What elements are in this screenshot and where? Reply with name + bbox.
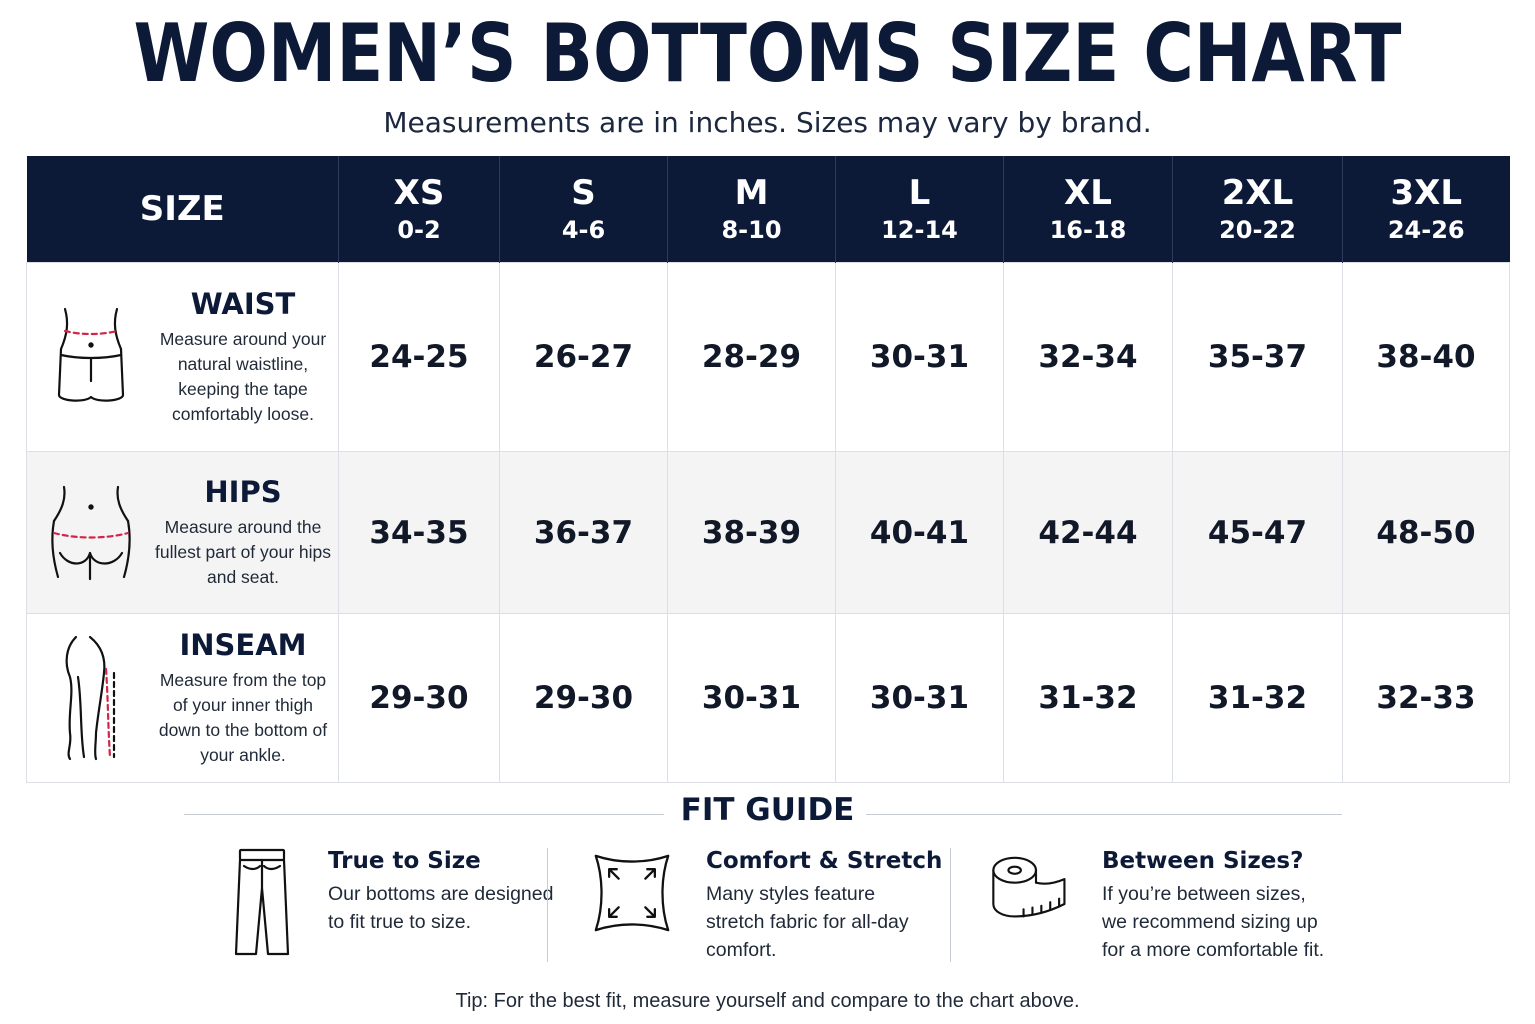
value-cell: 30-31 bbox=[835, 262, 1004, 452]
table-row-hips: HIPS Measure around the fullest part of … bbox=[26, 451, 1510, 614]
size-code: L bbox=[908, 173, 931, 213]
waist-icon bbox=[27, 305, 141, 409]
fit-item-between-sizes: Between Sizes? If you’re between sizes, … bbox=[988, 848, 1332, 964]
row-label-inseam: INSEAM Measure from the top of your inne… bbox=[26, 613, 339, 783]
size-range: 20-22 bbox=[1219, 216, 1296, 244]
value-cell: 38-39 bbox=[667, 451, 836, 614]
pants-icon bbox=[222, 848, 302, 958]
value-cell: 30-31 bbox=[835, 613, 1004, 783]
value-cell: 31-32 bbox=[1003, 613, 1173, 783]
size-code: XS bbox=[393, 173, 445, 213]
hips-icon bbox=[27, 483, 141, 583]
fit-guide-rule-left bbox=[184, 814, 664, 815]
table-row-waist: WAIST Measure around your natural waistl… bbox=[26, 262, 1510, 452]
size-code: 3XL bbox=[1390, 173, 1463, 213]
fit-item-true-to-size: True to Size Our bottoms are designed to… bbox=[222, 848, 558, 958]
fit-item-description: Our bottoms are designed to fit true to … bbox=[328, 883, 554, 933]
value-cell: 48-50 bbox=[1342, 451, 1510, 614]
page-subtitle: Measurements are in inches. Sizes may va… bbox=[383, 106, 1152, 139]
tape-measure-icon bbox=[988, 848, 1068, 964]
row-title: HIPS bbox=[204, 475, 282, 509]
value-cell: 28-29 bbox=[667, 262, 836, 452]
size-column-header: SIZE bbox=[26, 156, 339, 263]
value-cell: 29-30 bbox=[499, 613, 668, 783]
size-range: 0-2 bbox=[397, 216, 441, 244]
size-code: XL bbox=[1064, 173, 1112, 213]
table-header-row: SIZE XS 0-2 S 4-6 M 8-10 L 12-14 XL 16-18 2XL… bbox=[26, 156, 1510, 263]
fit-item-comfort-stretch: Comfort & Stretch Many styles feature st… bbox=[592, 848, 942, 964]
row-label-hips: HIPS Measure around the fullest part of … bbox=[26, 451, 339, 614]
table-row-inseam: INSEAM Measure from the top of your inne… bbox=[26, 613, 1510, 783]
size-header-3xl: 3XL 24-26 bbox=[1342, 156, 1510, 263]
fit-divider bbox=[950, 848, 951, 962]
value-cell: 35-37 bbox=[1172, 262, 1343, 452]
value-cell: 32-34 bbox=[1003, 262, 1173, 452]
value-cell: 32-33 bbox=[1342, 613, 1510, 783]
size-header-l: L 12-14 bbox=[835, 156, 1004, 263]
value-cell: 30-31 bbox=[667, 613, 836, 783]
fit-item-description: Many styles feature stretch fabric for a… bbox=[706, 883, 909, 961]
size-chart-table: SIZE XS 0-2 S 4-6 M 8-10 L 12-14 XL 16-18 2XL… bbox=[26, 156, 1510, 783]
tip-text: Tip: For the best fit, measure yourself … bbox=[455, 990, 1080, 1012]
page-title: WOMEN’S BOTTOMS SIZE CHART bbox=[133, 7, 1402, 100]
fit-item-title: Comfort & Stretch bbox=[706, 848, 943, 874]
size-header-2xl: 2XL 20-22 bbox=[1172, 156, 1343, 263]
value-cell: 26-27 bbox=[499, 262, 668, 452]
inseam-icon bbox=[27, 633, 141, 763]
size-header-s: S 4-6 bbox=[499, 156, 668, 263]
size-code: M bbox=[734, 173, 769, 213]
value-cell: 29-30 bbox=[338, 613, 500, 783]
value-cell: 40-41 bbox=[835, 451, 1004, 614]
row-description: Measure from the top of your inner thigh… bbox=[158, 670, 328, 765]
size-header-m: M 8-10 bbox=[667, 156, 836, 263]
size-header-xl: XL 16-18 bbox=[1003, 156, 1173, 263]
value-cell: 31-32 bbox=[1172, 613, 1343, 783]
fit-divider bbox=[547, 848, 548, 962]
fit-guide-heading: FIT GUIDE bbox=[680, 792, 855, 828]
size-code: 2XL bbox=[1221, 173, 1294, 213]
row-description: Measure around your natural waistline, k… bbox=[159, 329, 327, 424]
size-code: S bbox=[571, 173, 596, 213]
row-title: INSEAM bbox=[179, 628, 307, 662]
size-range: 8-10 bbox=[721, 216, 782, 244]
value-cell: 34-35 bbox=[338, 451, 500, 614]
value-cell: 42-44 bbox=[1003, 451, 1173, 614]
size-range: 12-14 bbox=[881, 216, 958, 244]
fit-item-description: If you’re between sizes, we recommend si… bbox=[1102, 883, 1325, 961]
fit-item-title: True to Size bbox=[328, 848, 481, 874]
value-cell: 45-47 bbox=[1172, 451, 1343, 614]
row-label-waist: WAIST Measure around your natural waistl… bbox=[26, 262, 339, 452]
size-range: 4-6 bbox=[561, 216, 606, 244]
size-range: 16-18 bbox=[1049, 216, 1127, 244]
fit-item-title: Between Sizes? bbox=[1102, 848, 1304, 874]
size-header-xs: XS 0-2 bbox=[338, 156, 500, 263]
stretch-icon bbox=[592, 848, 672, 964]
fit-guide-rule-right bbox=[866, 814, 1342, 815]
size-range: 24-26 bbox=[1387, 216, 1465, 244]
value-cell: 36-37 bbox=[499, 451, 668, 614]
value-cell: 24-25 bbox=[338, 262, 500, 452]
row-description: Measure around the fullest part of your … bbox=[154, 517, 332, 587]
value-cell: 38-40 bbox=[1342, 262, 1510, 452]
row-title: WAIST bbox=[190, 287, 296, 321]
